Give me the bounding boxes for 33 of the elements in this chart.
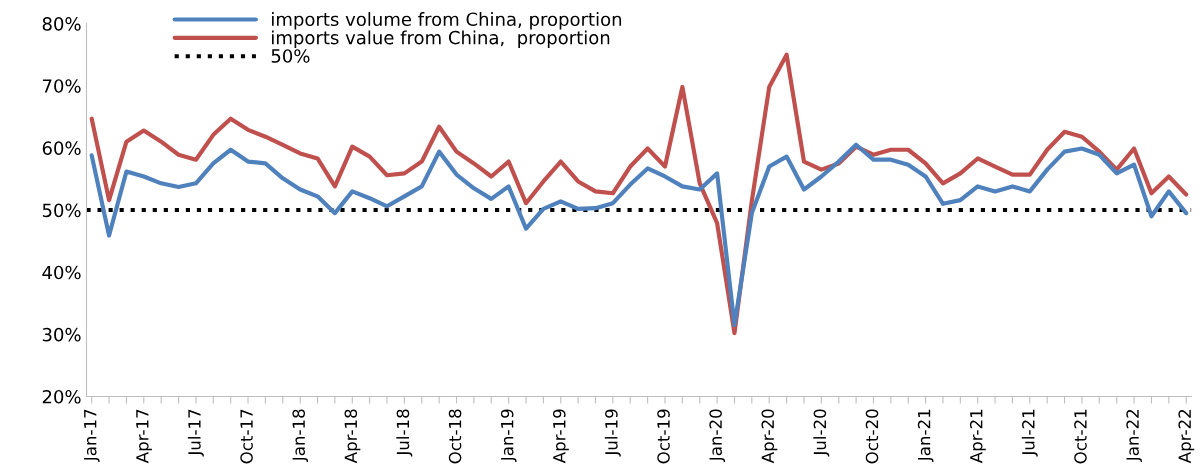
x-tick-label: Jul-20 bbox=[813, 409, 830, 457]
x-tick-label: Apr-17 bbox=[136, 409, 152, 464]
y-tick-label: 20% bbox=[42, 389, 81, 404]
x-tick-label: Jul-19 bbox=[604, 409, 621, 457]
x-tick-label: Jan-19 bbox=[500, 409, 517, 463]
x-tick-label: Oct-18 bbox=[448, 409, 462, 464]
legend-label: imports volume from China, proportion bbox=[272, 12, 622, 30]
x-tick-label: Jan-17 bbox=[84, 409, 100, 463]
x-tick-label: Apr-21 bbox=[969, 409, 986, 464]
x-tick-label: Jan-20 bbox=[709, 409, 726, 463]
y-tick-label: 50% bbox=[42, 203, 81, 218]
y-tick-label: 30% bbox=[42, 327, 81, 342]
x-tick-label: Jan-21 bbox=[917, 409, 934, 463]
x-tick-label: Jan-18 bbox=[292, 409, 309, 463]
y-tick-label: 80% bbox=[42, 17, 81, 31]
x-tick-label: Jan-22 bbox=[1126, 409, 1142, 463]
x-tick-label: Oct-19 bbox=[657, 409, 670, 464]
line-series bbox=[89, 142, 1189, 328]
legend-label: imports value from China, proportion bbox=[272, 30, 610, 48]
x-tick-label: Apr-18 bbox=[344, 409, 361, 464]
x-tick-label: Oct-21 bbox=[1074, 409, 1087, 464]
x-tick-label: Jul-17 bbox=[187, 409, 204, 457]
y-tick-label: 40% bbox=[42, 265, 81, 280]
x-tick-label: Jul-21 bbox=[1021, 409, 1038, 457]
y-tick-label: 60% bbox=[42, 141, 81, 156]
x-tick-label: Oct-20 bbox=[865, 409, 879, 464]
legend-label: 50% bbox=[271, 49, 310, 63]
x-tick-label: Jul-18 bbox=[396, 409, 413, 457]
x-tick-label: Oct-17 bbox=[240, 409, 253, 464]
x-tick-label: Apr-22 bbox=[1178, 409, 1195, 464]
y-tick-label: 70% bbox=[42, 79, 81, 93]
x-tick-label: Apr-20 bbox=[761, 409, 778, 464]
x-tick-label: Apr-19 bbox=[552, 409, 569, 464]
